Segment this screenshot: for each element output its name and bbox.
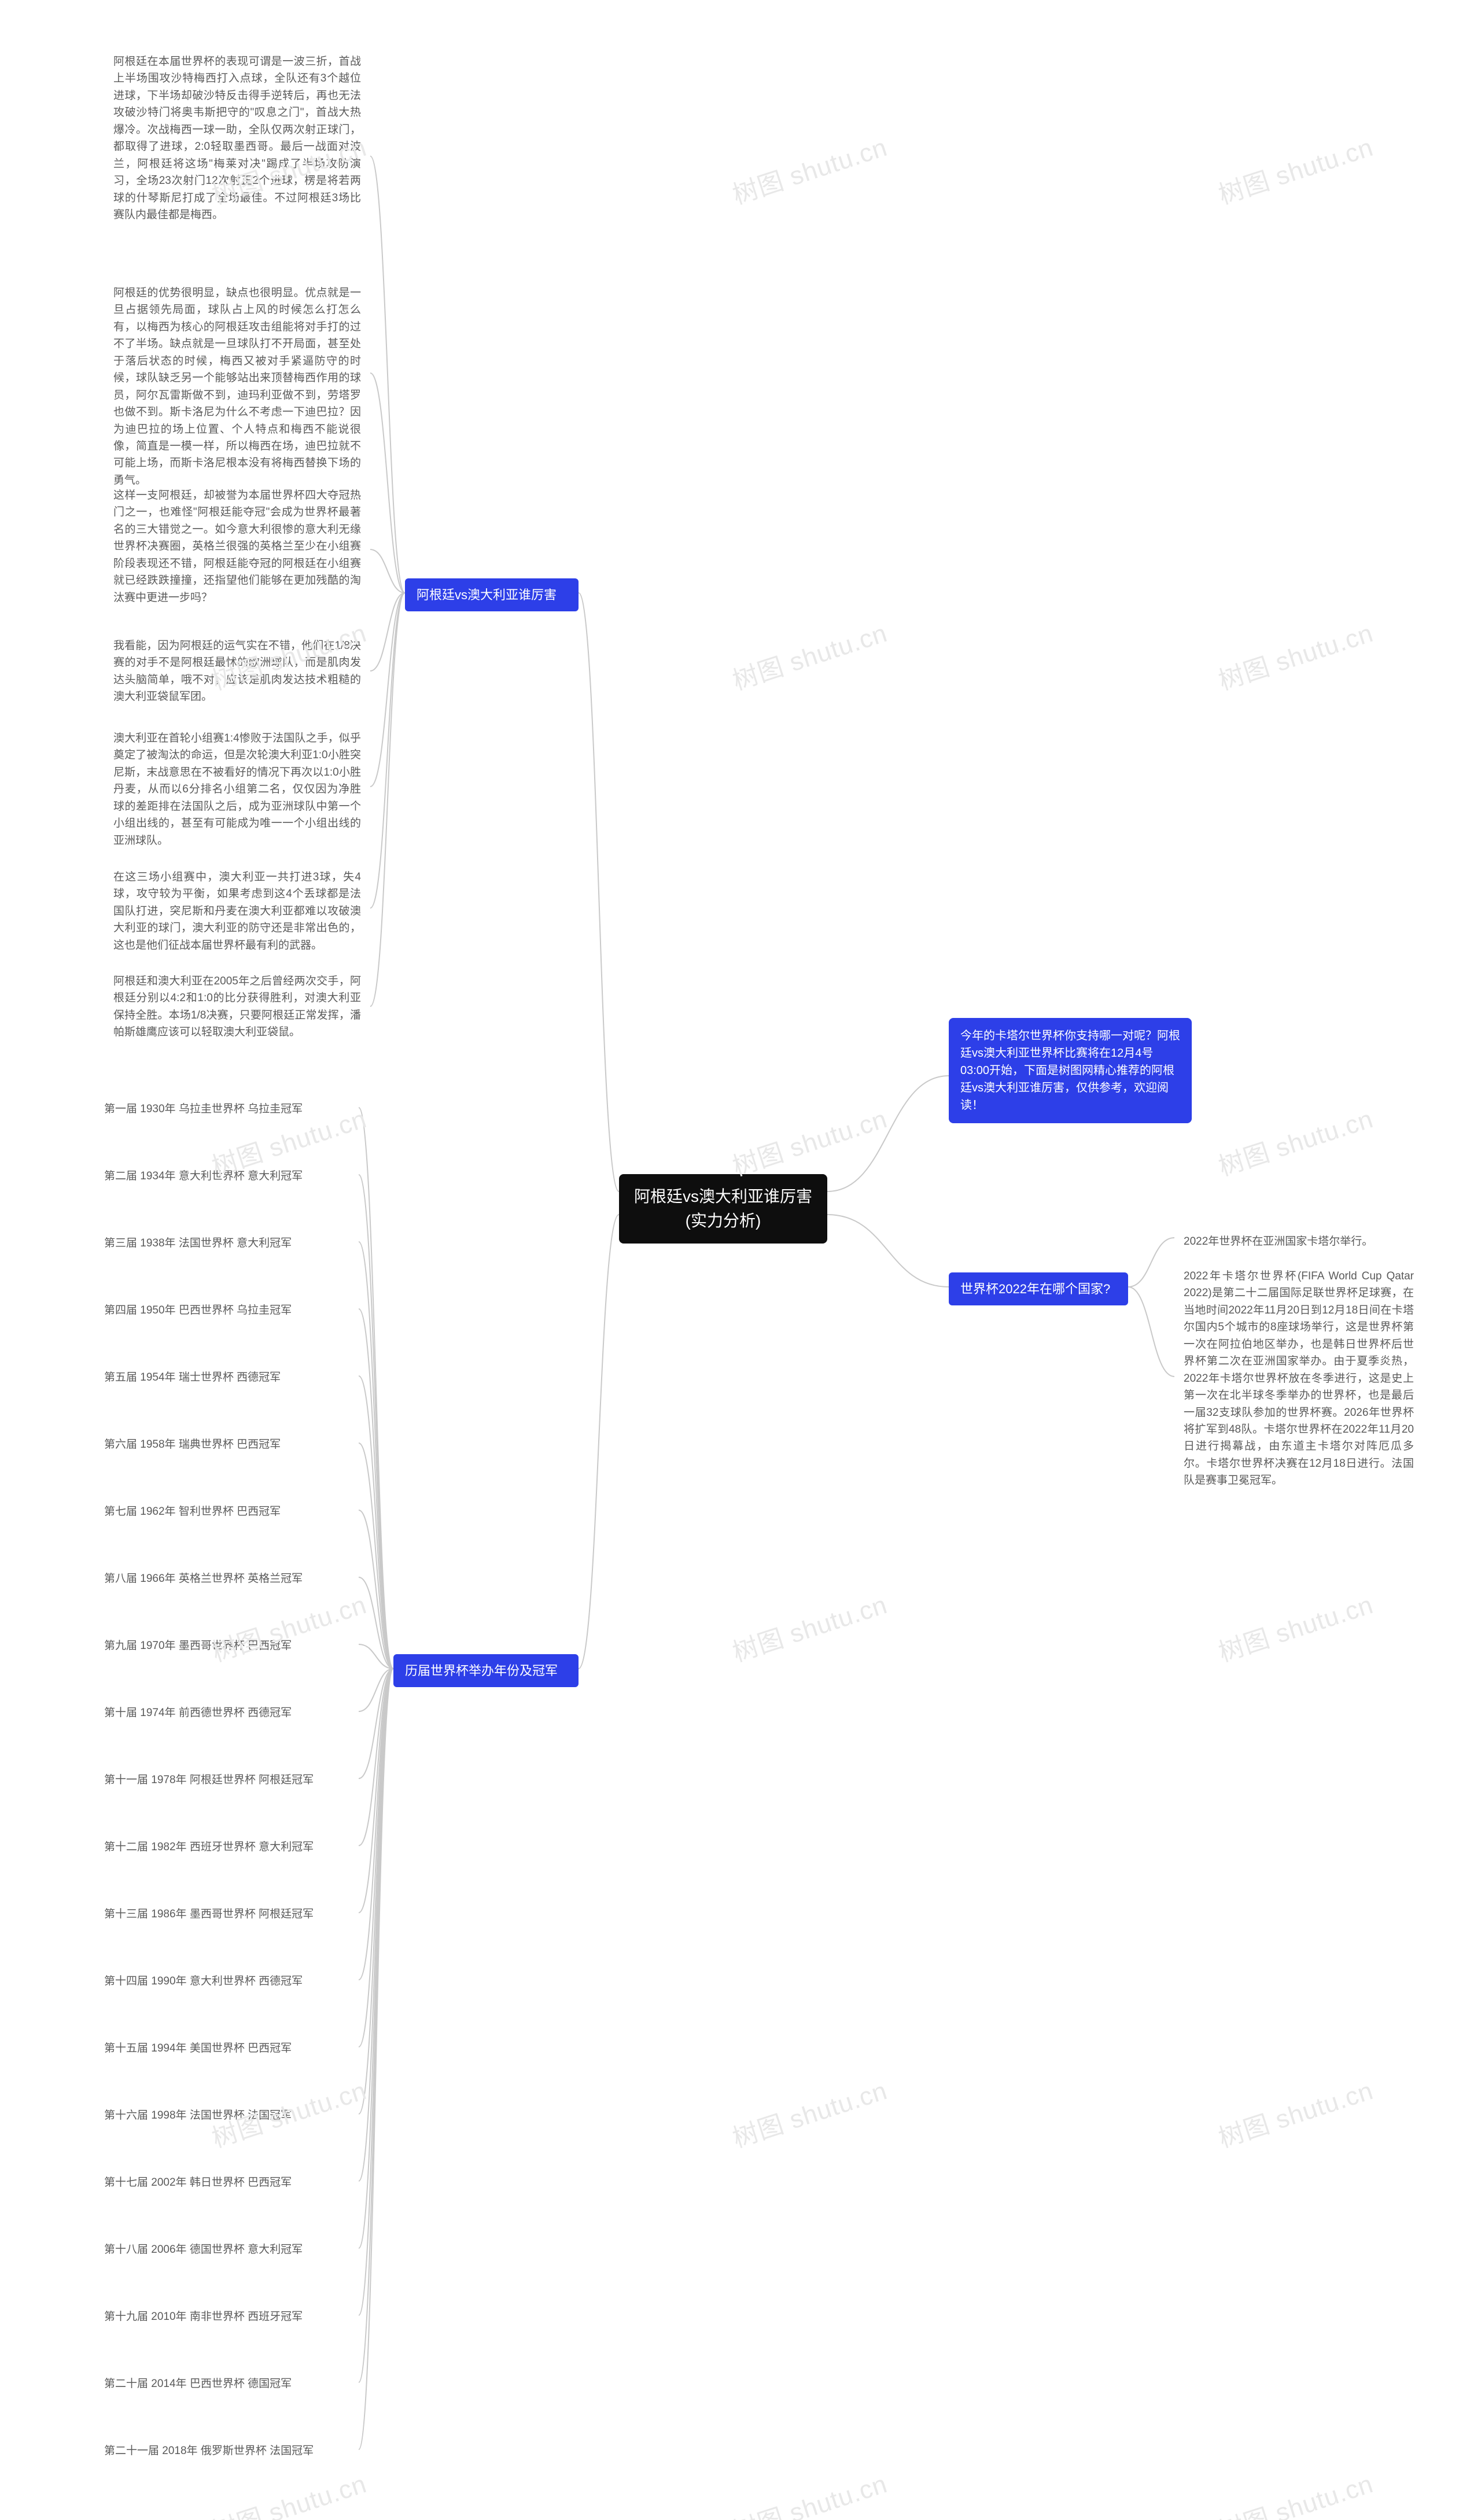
- worldcup-history-item: 第二十一届 2018年 俄罗斯世界杯 法国冠军: [104, 2441, 359, 2462]
- worldcup-history-item: 第十三届 1986年 墨西哥世界杯 阿根廷冠军: [104, 1904, 359, 1925]
- worldcup-history-item: 第八届 1966年 英格兰世界杯 英格兰冠军: [104, 1569, 359, 1590]
- worldcup-history-item: 第二届 1934年 意大利世界杯 意大利冠军: [104, 1166, 359, 1187]
- branch-label: 世界杯2022年在哪个国家?: [960, 1282, 1110, 1296]
- watermark: 树图 shutu.cn: [207, 2463, 371, 2520]
- branch-worldcup-2022-country: 世界杯2022年在哪个国家?: [949, 1272, 1128, 1305]
- worldcup-history-item: 第十二届 1982年 西班牙世界杯 意大利冠军: [104, 1837, 359, 1858]
- branch-worldcup-history: 历届世界杯举办年份及冠军: [393, 1654, 579, 1687]
- intro-text: 今年的卡塔尔世界杯你支持哪一对呢？阿根廷vs澳大利亚世界杯比赛将在12月4号03…: [960, 1030, 1180, 1112]
- watermark: 树图 shutu.cn: [1213, 613, 1377, 698]
- worldcup-history-item: 第六届 1958年 瑞典世界杯 巴西冠军: [104, 1434, 359, 1456]
- watermark: 树图 shutu.cn: [1213, 127, 1377, 212]
- worldcup-history-item: 第十届 1974年 前西德世界杯 西德冠军: [104, 1703, 359, 1724]
- watermark: 树图 shutu.cn: [727, 2070, 891, 2155]
- worldcup-history-item: 第九届 1970年 墨西哥世界杯 巴西冠军: [104, 1636, 359, 1657]
- branch-label: 历届世界杯举办年份及冠军: [405, 1663, 558, 1678]
- branch-label: 阿根廷vs澳大利亚谁厉害: [417, 588, 557, 602]
- watermark: 树图 shutu.cn: [727, 2463, 891, 2520]
- watermark: 树图 shutu.cn: [1213, 1584, 1377, 1669]
- worldcup-history-item: 第三届 1938年 法国世界杯 意大利冠军: [104, 1233, 359, 1255]
- worldcup-history-item: 第二十届 2014年 巴西世界杯 德国冠军: [104, 2374, 359, 2395]
- worldcup-history-item: 第十七届 2002年 韩日世界杯 巴西冠军: [104, 2172, 359, 2194]
- branch-argentina-vs-australia: 阿根廷vs澳大利亚谁厉害: [405, 578, 579, 611]
- analysis-paragraph: 阿根廷的优势很明显，缺点也很明显。优点就是一旦占据领先局面，球队占上风的时候怎么…: [104, 278, 370, 496]
- host-country-paragraph: 2022年卡塔尔世界杯(FIFA World Cup Qatar 2022)是第…: [1174, 1261, 1423, 1496]
- worldcup-history-item: 第四届 1950年 巴西世界杯 乌拉圭冠军: [104, 1300, 359, 1322]
- root-title: 阿根廷vs澳大利亚谁厉害(实力分析): [634, 1187, 812, 1230]
- analysis-paragraph: 澳大利亚在首轮小组赛1:4惨败于法国队之手，似乎奠定了被淘汰的命运，但是次轮澳大…: [104, 723, 370, 856]
- analysis-paragraph: 阿根廷在本届世界杯的表现可谓是一波三折，首战上半场围攻沙特梅西打入点球，全队还有…: [104, 46, 370, 230]
- watermark: 树图 shutu.cn: [1213, 2463, 1377, 2520]
- watermark: 树图 shutu.cn: [1213, 2070, 1377, 2155]
- worldcup-history-item: 第十八届 2006年 德国世界杯 意大利冠军: [104, 2239, 359, 2261]
- intro-node: 今年的卡塔尔世界杯你支持哪一对呢？阿根廷vs澳大利亚世界杯比赛将在12月4号03…: [949, 1018, 1192, 1123]
- worldcup-history-item: 第一届 1930年 乌拉圭世界杯 乌拉圭冠军: [104, 1099, 359, 1120]
- analysis-paragraph: 在这三场小组赛中，澳大利亚一共打进3球，失4球，攻守较为平衡，如果考虑到这4个丢…: [104, 862, 370, 961]
- worldcup-history-item: 第五届 1954年 瑞士世界杯 西德冠军: [104, 1367, 359, 1389]
- worldcup-history-item: 第七届 1962年 智利世界杯 巴西冠军: [104, 1501, 359, 1523]
- host-country-paragraph: 2022年世界杯在亚洲国家卡塔尔举行。: [1174, 1226, 1423, 1257]
- watermark: 树图 shutu.cn: [727, 127, 891, 212]
- worldcup-history-item: 第十一届 1978年 阿根廷世界杯 阿根廷冠军: [104, 1770, 359, 1791]
- watermark: 树图 shutu.cn: [727, 1098, 891, 1183]
- watermark: 树图 shutu.cn: [1213, 1098, 1377, 1183]
- analysis-paragraph: 这样一支阿根廷，却被誉为本届世界杯四大夺冠热门之一，也难怪"阿根廷能夺冠"会成为…: [104, 480, 370, 613]
- watermark: 树图 shutu.cn: [727, 613, 891, 698]
- analysis-paragraph: 阿根廷和澳大利亚在2005年之后曾经两次交手，阿根廷分别以4:2和1:0的比分获…: [104, 966, 370, 1048]
- worldcup-history-item: 第十四届 1990年 意大利世界杯 西德冠军: [104, 1971, 359, 1993]
- worldcup-history-item: 第十六届 1998年 法国世界杯 法国冠军: [104, 2105, 359, 2127]
- analysis-paragraph: 我看能，因为阿根廷的运气实在不错，他们在1/8决赛的对手不是阿根廷最怵的欧洲球队…: [104, 630, 370, 713]
- worldcup-history-item: 第十九届 2010年 南非世界杯 西班牙冠军: [104, 2307, 359, 2328]
- root-node: 阿根廷vs澳大利亚谁厉害(实力分析): [619, 1174, 827, 1244]
- watermark: 树图 shutu.cn: [727, 1584, 891, 1669]
- worldcup-history-item: 第十五届 1994年 美国世界杯 巴西冠军: [104, 2038, 359, 2060]
